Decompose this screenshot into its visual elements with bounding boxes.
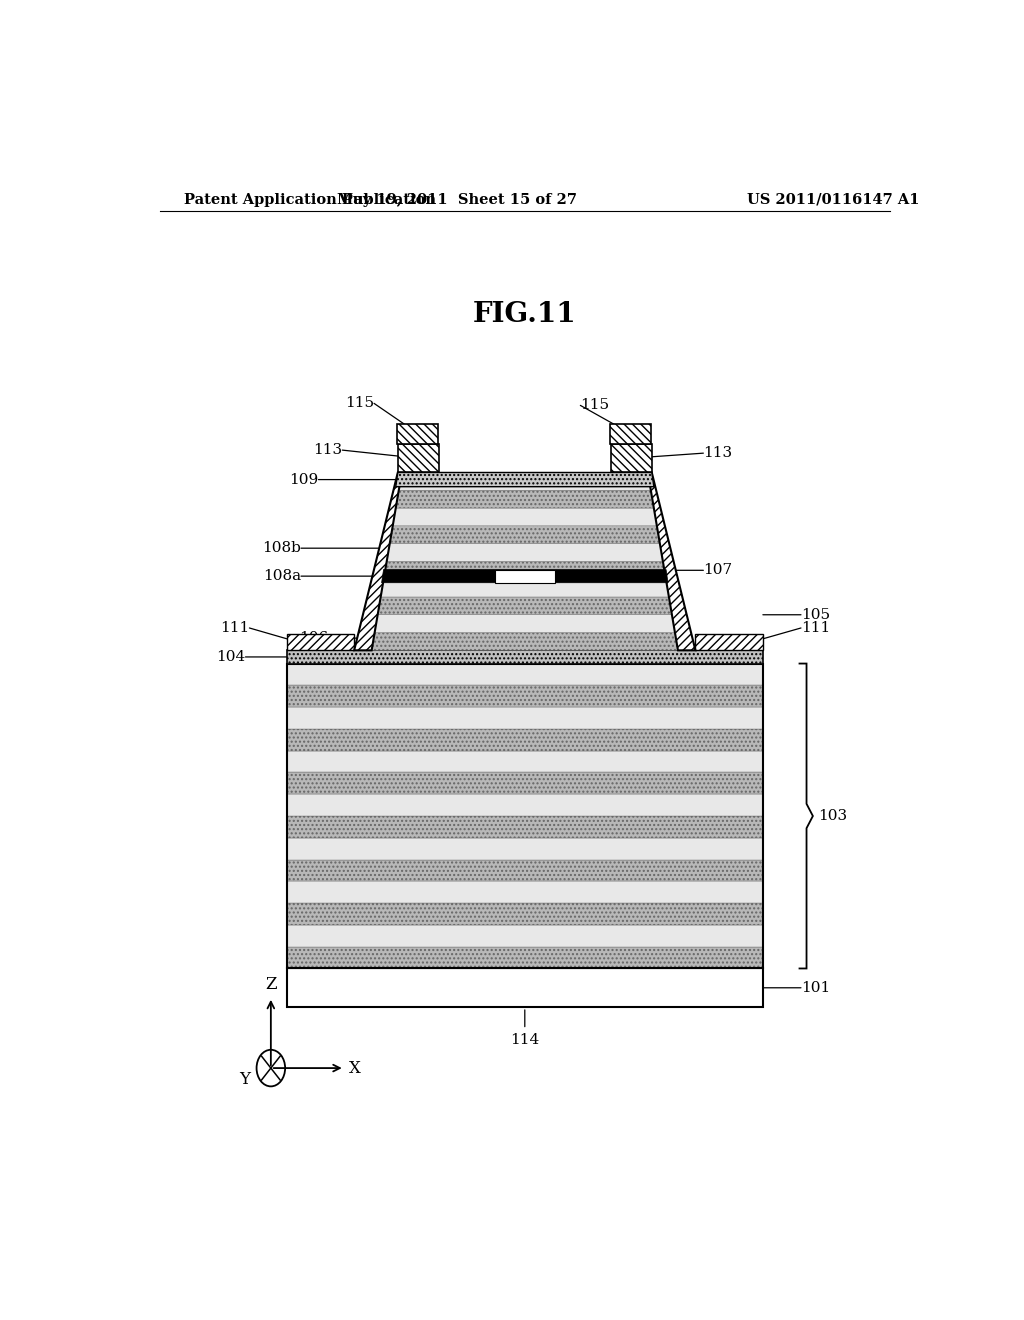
Polygon shape [387, 525, 663, 544]
Bar [397, 444, 439, 473]
Bar [610, 444, 652, 473]
Polygon shape [395, 473, 654, 487]
Polygon shape [380, 579, 670, 597]
Bar [495, 569, 555, 582]
Text: 109: 109 [289, 473, 318, 487]
Text: 101: 101 [801, 981, 830, 995]
Text: 113: 113 [313, 444, 342, 457]
Polygon shape [354, 473, 401, 651]
Text: 111: 111 [220, 620, 250, 635]
Polygon shape [382, 569, 668, 582]
Bar [287, 903, 763, 925]
Text: US 2011/0116147 A1: US 2011/0116147 A1 [748, 193, 920, 207]
Text: 105: 105 [801, 607, 830, 622]
Bar [287, 634, 354, 651]
Bar [287, 751, 763, 772]
Polygon shape [377, 597, 673, 615]
Text: 107: 107 [703, 564, 732, 577]
Bar [287, 664, 763, 685]
Bar [287, 882, 763, 903]
Polygon shape [395, 473, 654, 490]
Text: 113: 113 [703, 446, 732, 461]
Polygon shape [372, 632, 678, 651]
Text: 103: 103 [818, 809, 848, 822]
Text: FIG.11: FIG.11 [473, 301, 577, 327]
Polygon shape [374, 615, 676, 632]
Bar [287, 838, 763, 859]
Text: 114: 114 [510, 1032, 540, 1047]
Bar [287, 729, 763, 751]
Bar [287, 795, 763, 816]
Bar [287, 664, 763, 969]
Bar [287, 685, 763, 708]
Text: 108b: 108b [262, 541, 301, 556]
Text: Z: Z [265, 975, 276, 993]
Bar [287, 925, 763, 946]
Text: Y: Y [240, 1071, 250, 1088]
Text: 115: 115 [345, 396, 374, 411]
Bar [287, 651, 763, 664]
Bar [287, 708, 763, 729]
Bar [287, 816, 763, 838]
Polygon shape [392, 490, 657, 508]
Bar [287, 859, 763, 882]
Text: 115: 115 [581, 399, 609, 412]
Text: X: X [348, 1060, 360, 1077]
Bar [287, 946, 763, 969]
Text: 104: 104 [216, 649, 246, 664]
Text: 106: 106 [299, 631, 328, 645]
Text: 108a: 108a [263, 569, 301, 583]
Polygon shape [390, 508, 659, 525]
Polygon shape [648, 473, 695, 651]
Bar [609, 424, 651, 444]
Bar [397, 424, 438, 444]
Bar [695, 634, 763, 651]
Text: May 19, 2011  Sheet 15 of 27: May 19, 2011 Sheet 15 of 27 [337, 193, 578, 207]
Bar [287, 772, 763, 795]
Bar [287, 969, 763, 1007]
Text: Patent Application Publication: Patent Application Publication [183, 193, 435, 207]
Polygon shape [382, 561, 668, 579]
Polygon shape [385, 544, 665, 561]
Text: 111: 111 [801, 620, 830, 635]
